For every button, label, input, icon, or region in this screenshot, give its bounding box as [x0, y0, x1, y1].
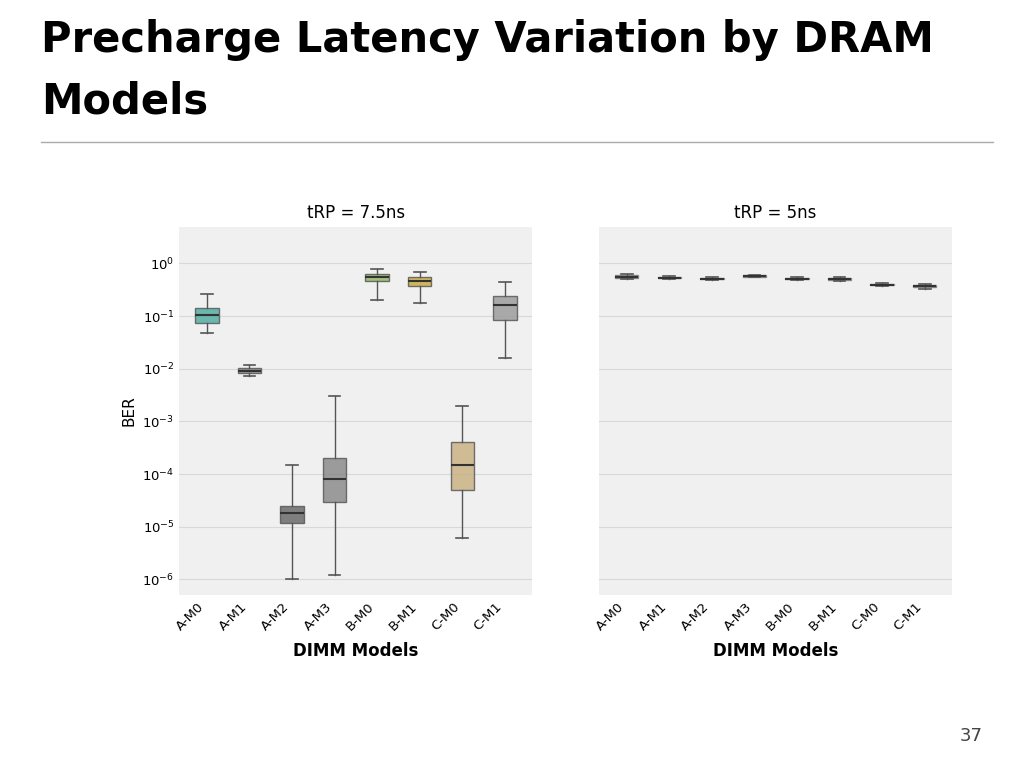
PathPatch shape — [700, 278, 724, 280]
Title: tRP = 7.5ns: tRP = 7.5ns — [307, 204, 404, 222]
Text: 37: 37 — [961, 727, 983, 745]
X-axis label: DIMM Models: DIMM Models — [713, 641, 839, 660]
PathPatch shape — [827, 278, 851, 280]
Text: Precharge Latency Variation by DRAM: Precharge Latency Variation by DRAM — [41, 19, 934, 61]
PathPatch shape — [657, 277, 681, 278]
Text: Models: Models — [41, 81, 208, 123]
PathPatch shape — [281, 505, 304, 522]
PathPatch shape — [323, 458, 346, 502]
X-axis label: DIMM Models: DIMM Models — [293, 641, 419, 660]
PathPatch shape — [408, 277, 431, 286]
Y-axis label: BER: BER — [122, 396, 136, 426]
PathPatch shape — [238, 368, 261, 373]
Title: tRP = 5ns: tRP = 5ns — [734, 204, 817, 222]
PathPatch shape — [615, 275, 638, 278]
PathPatch shape — [870, 283, 894, 286]
PathPatch shape — [494, 296, 516, 319]
PathPatch shape — [366, 274, 389, 280]
PathPatch shape — [785, 278, 809, 280]
PathPatch shape — [913, 286, 936, 287]
PathPatch shape — [451, 442, 474, 490]
PathPatch shape — [196, 307, 218, 323]
